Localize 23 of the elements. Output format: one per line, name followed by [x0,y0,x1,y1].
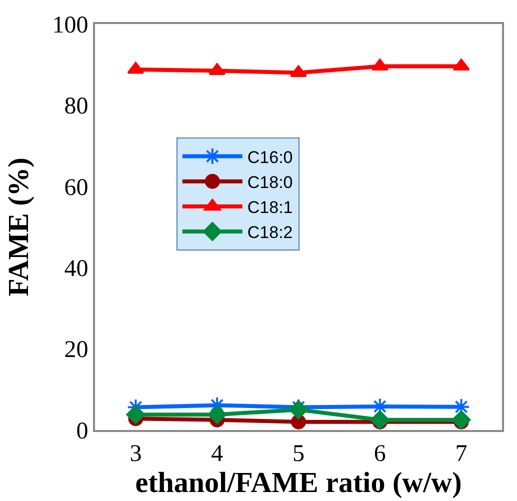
y-tick-label: 60 [64,174,88,201]
point [370,410,390,430]
y-tick-label: 80 [64,94,88,120]
x-tick-label: 5 [292,440,304,467]
y-axis-title: FAME (%) [3,158,36,296]
legend-label: C16:0 [247,148,293,167]
x-axis-title: ethanol/FAME ratio (w/w) [135,466,462,499]
x-tick-label: 4 [211,440,224,467]
y-tick-label: 20 [64,337,88,364]
point [208,405,227,424]
legend-label: C18:2 [247,223,293,242]
point [452,410,471,430]
y-tick-label: 0 [76,418,88,444]
point [126,405,146,424]
x-tick-label: 6 [374,440,386,467]
x-tick-label: 3 [130,440,142,467]
point [127,62,144,74]
point [289,400,308,420]
x-tick-label: 7 [455,440,468,467]
y-tick-label: 40 [64,256,88,282]
y-tick-label: 100 [52,12,88,38]
legend-label: C18:1 [247,198,293,218]
legend-label: C18:0 [247,172,293,192]
